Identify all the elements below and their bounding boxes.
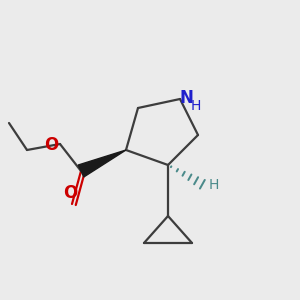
Text: H: H	[209, 178, 219, 192]
Text: N: N	[180, 89, 194, 107]
Text: O: O	[44, 136, 58, 154]
Polygon shape	[78, 150, 126, 177]
Text: H: H	[190, 100, 201, 113]
Text: O: O	[63, 184, 78, 202]
